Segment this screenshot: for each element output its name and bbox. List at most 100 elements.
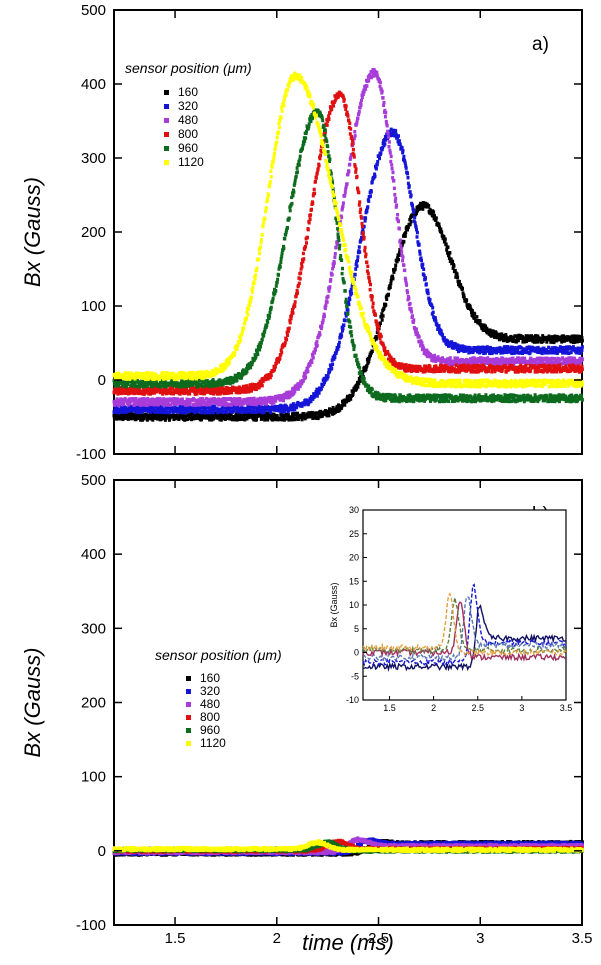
data-point — [259, 402, 263, 406]
data-point — [386, 351, 390, 356]
data-point — [430, 354, 434, 358]
data-point — [385, 297, 389, 301]
data-point — [377, 325, 381, 329]
data-point — [402, 240, 406, 244]
data-point — [337, 340, 341, 345]
data-point — [307, 221, 311, 225]
data-point — [333, 98, 337, 103]
data-point — [126, 392, 130, 396]
data-point — [367, 360, 371, 364]
data-point — [481, 346, 485, 350]
data-point — [134, 417, 138, 422]
data-point — [524, 334, 528, 338]
data-point — [370, 294, 374, 299]
data-point — [137, 401, 141, 406]
data-point — [316, 166, 320, 171]
data-point — [173, 397, 177, 401]
data-point — [162, 398, 166, 402]
data-point — [467, 350, 471, 355]
data-point — [213, 397, 217, 402]
data-point — [327, 289, 331, 293]
data-point — [333, 252, 337, 256]
data-point — [558, 365, 561, 369]
data-point — [311, 356, 315, 360]
data-point — [423, 369, 427, 374]
data-point — [234, 373, 238, 378]
data-point — [113, 384, 117, 388]
data-point — [312, 187, 316, 192]
data-point — [424, 276, 427, 280]
data-point — [339, 254, 343, 258]
data-point — [314, 390, 318, 394]
data-point — [523, 356, 527, 361]
data-point — [306, 126, 310, 131]
data-point — [391, 274, 395, 278]
data-point — [367, 357, 371, 361]
data-point — [287, 216, 291, 221]
data-point — [572, 361, 576, 366]
data-point — [422, 273, 426, 278]
data-point — [256, 352, 260, 357]
data-point — [330, 272, 334, 277]
data-point — [337, 238, 341, 243]
data-point — [264, 325, 268, 329]
data-point — [417, 207, 421, 211]
data-point — [275, 408, 279, 413]
data-point — [388, 359, 392, 363]
data-point — [542, 346, 546, 351]
data-point — [475, 362, 479, 366]
data-point — [388, 397, 392, 402]
data-point — [536, 340, 540, 344]
data-point — [153, 386, 157, 390]
data-point — [347, 169, 351, 174]
data-point — [268, 314, 271, 318]
data-point — [356, 255, 360, 259]
data-point — [352, 136, 356, 141]
data-point — [580, 336, 584, 340]
data-point — [384, 303, 388, 307]
data-point — [331, 181, 335, 185]
data-point — [380, 312, 384, 316]
data-point — [253, 412, 257, 417]
data-point — [208, 418, 212, 422]
data-point — [246, 366, 250, 371]
data-point — [241, 390, 244, 394]
data-point — [555, 370, 559, 374]
data-point — [580, 339, 584, 343]
data-point — [378, 336, 382, 341]
data-point — [349, 325, 353, 329]
data-point — [451, 259, 455, 264]
data-point — [358, 210, 362, 214]
data-point — [450, 365, 454, 370]
data-point — [330, 408, 334, 413]
data-point — [115, 417, 119, 421]
data-point — [330, 366, 334, 371]
data-point — [296, 417, 300, 421]
data-point — [280, 410, 284, 414]
data-point — [516, 338, 520, 343]
data-point — [529, 356, 533, 361]
data-point — [428, 364, 432, 369]
data-point — [553, 335, 557, 339]
data-point — [320, 149, 324, 154]
data-point — [577, 365, 581, 369]
data-point — [228, 387, 232, 391]
data-point — [378, 80, 382, 85]
data-point — [300, 404, 304, 408]
data-point — [415, 331, 419, 336]
data-point — [357, 245, 361, 249]
data-point — [210, 384, 214, 388]
data-point — [417, 335, 421, 339]
data-point — [406, 393, 410, 398]
data-point — [468, 305, 472, 309]
data-point — [150, 381, 154, 385]
data-point — [274, 289, 278, 293]
data-point — [284, 233, 288, 237]
data-point — [393, 199, 397, 204]
data-point — [406, 225, 410, 229]
data-point — [262, 333, 266, 338]
data-point — [274, 417, 278, 422]
data-point — [321, 320, 325, 325]
data-point — [359, 238, 363, 242]
